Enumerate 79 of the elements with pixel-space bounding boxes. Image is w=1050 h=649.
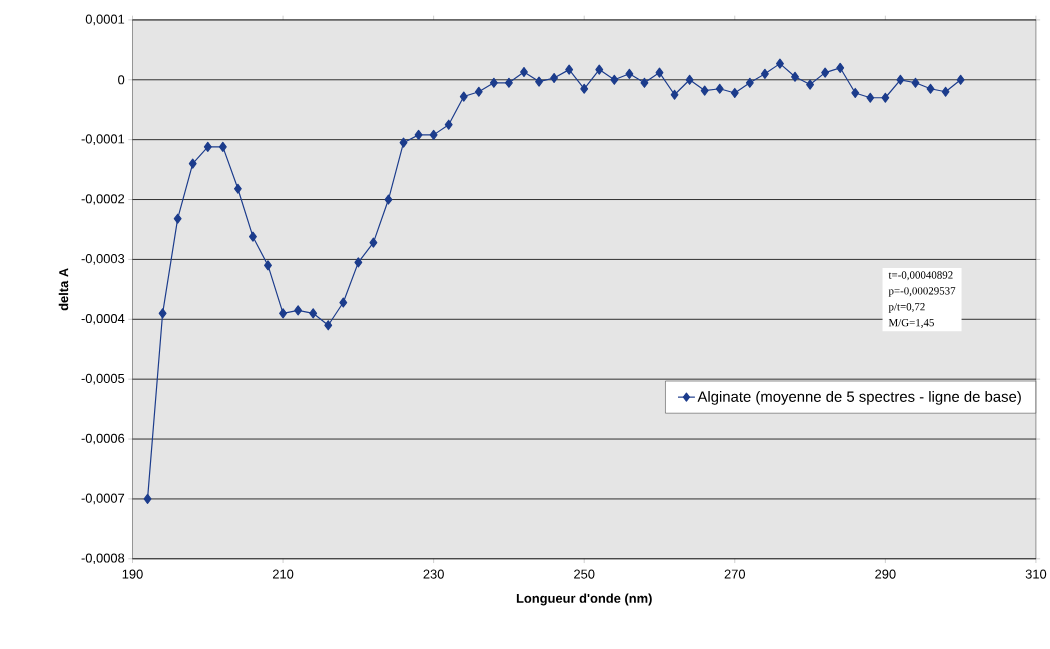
- point: [851, 87, 860, 98]
- point: [143, 493, 152, 504]
- point: [745, 77, 754, 88]
- annotation: p=-0,00029537: [888, 286, 956, 297]
- point: [836, 62, 845, 73]
- point: [791, 71, 799, 82]
- y-tick-label: -0,0003: [81, 253, 125, 265]
- point: [279, 308, 288, 319]
- point: [188, 158, 197, 169]
- point: [384, 194, 393, 205]
- x-tick-label: 290: [875, 569, 896, 579]
- point: [881, 92, 890, 103]
- legend-label: Alginate (moyenne de 5 spectres - ligne de base): [697, 390, 1021, 405]
- point: [399, 137, 408, 148]
- x-tick-label: 190: [122, 569, 143, 579]
- point: [339, 297, 348, 308]
- point: [233, 183, 242, 194]
- x-tick-label: 270: [724, 569, 746, 579]
- point: [866, 92, 875, 103]
- point: [249, 231, 257, 242]
- point: [640, 77, 649, 88]
- x-tick-label: 210: [272, 569, 294, 579]
- annotation: p/t=0,72: [888, 302, 925, 313]
- point: [459, 91, 468, 102]
- point: [550, 72, 559, 83]
- x-tick-label: 250: [574, 569, 595, 579]
- point: [474, 86, 483, 97]
- point: [203, 141, 212, 152]
- point: [535, 76, 543, 87]
- point: [821, 67, 830, 78]
- y-tick-label: -0,0005: [81, 373, 125, 385]
- point: [956, 74, 965, 85]
- point: [595, 64, 604, 75]
- y-tick-label: -0,0002: [81, 193, 125, 205]
- y-tick-label: -0,0007: [81, 493, 125, 505]
- y-tick-label: 0: [118, 75, 125, 85]
- point: [504, 77, 513, 88]
- point: [776, 58, 784, 69]
- x-axis-title: Longueur d'onde (nm): [516, 593, 652, 606]
- point: [700, 85, 709, 96]
- point: [685, 74, 694, 85]
- point: [941, 86, 950, 97]
- annotation: M/G=1,45: [888, 318, 934, 328]
- point: [309, 308, 318, 319]
- x-tick-label: 230: [423, 569, 444, 579]
- point: [294, 305, 303, 316]
- point: [625, 68, 634, 79]
- point: [369, 237, 378, 248]
- point: [354, 257, 363, 268]
- x-tick-label: 310: [1025, 569, 1047, 579]
- y-tick-label: -0,0004: [81, 313, 125, 325]
- point: [429, 129, 438, 140]
- y-tick-label: -0,0001: [81, 134, 125, 145]
- point: [218, 141, 227, 152]
- point: [760, 68, 769, 79]
- point: [670, 89, 679, 100]
- point: [158, 308, 167, 319]
- point: [489, 77, 498, 88]
- point: [520, 66, 528, 77]
- point: [911, 77, 920, 88]
- point: [926, 83, 935, 94]
- point: [730, 87, 739, 98]
- point: [655, 67, 664, 78]
- point: [806, 79, 815, 90]
- point: [264, 260, 272, 271]
- y-tick-label: -0,0008: [81, 553, 125, 564]
- point: [444, 119, 453, 130]
- point: [715, 83, 724, 94]
- y-tick-label: -0,0006: [81, 433, 125, 445]
- point: [173, 213, 182, 224]
- point: [565, 64, 574, 75]
- y-tick-label: 0,0001: [85, 14, 125, 26]
- point: [580, 83, 589, 94]
- point: [414, 129, 423, 140]
- annotation: t=-0,00040892: [888, 271, 953, 281]
- point: [896, 74, 905, 85]
- point: [324, 320, 333, 331]
- y-axis-title: delta A: [58, 267, 69, 311]
- point: [610, 74, 619, 85]
